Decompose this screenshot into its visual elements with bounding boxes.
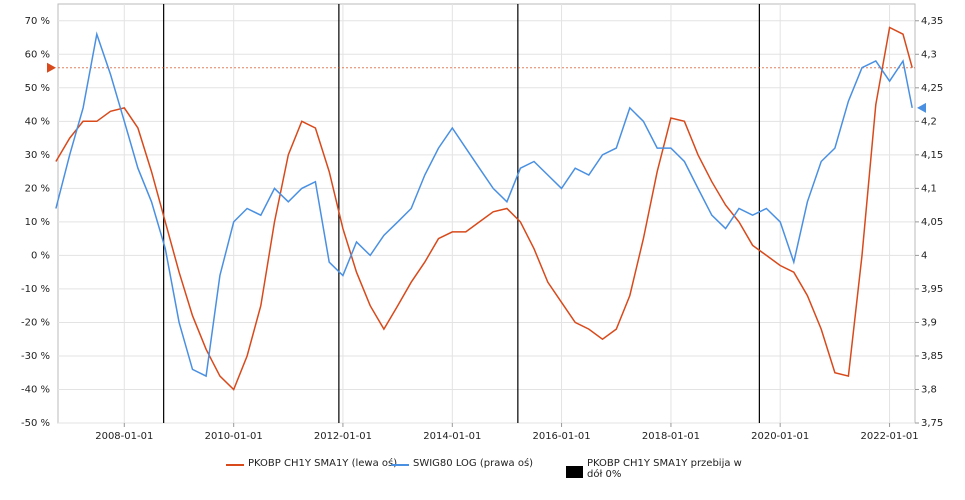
y-tick-label: 40 %: [25, 116, 50, 127]
x-tick-label: 2012-01-01: [314, 431, 372, 442]
y2-tick-label: 4: [921, 250, 927, 261]
legend-label: PKOBP CH1Y SMA1Y (lewa oś): [248, 458, 398, 469]
x-tick-label: 2008-01-01: [95, 431, 153, 442]
y-tick-label: 20 %: [25, 183, 50, 194]
chart: -50 % -40 % -30 % -20 % -10 % 0 % 10 % 20 % 30 %…: [21, 3, 943, 442]
y-tick-label: 60 %: [25, 49, 50, 60]
legend-item: PKOBP CH1Y SMA1Y (lewa oś): [226, 458, 397, 469]
x-tick-label: 2014-01-01: [423, 431, 481, 442]
legend-label: PKOBP CH1Y SMA1Y przebija w dół 0%: [587, 458, 742, 480]
y2-tick-label: 4,3: [921, 49, 937, 60]
y-tick-label: 10 %: [25, 217, 50, 228]
y-tick-label: 30 %: [25, 150, 50, 161]
last-value-marker: [917, 102, 926, 113]
legend-swatch: [226, 464, 244, 466]
x-tick-label: 2016-01-01: [532, 431, 590, 442]
series-line: [55, 31, 913, 378]
y-tick-label: 70 %: [25, 16, 50, 27]
y2-tick-label: 4,05: [921, 217, 943, 228]
series-line: [55, 26, 913, 391]
legend-swatch: [566, 466, 583, 478]
y2-tick-label: 4,15: [921, 150, 943, 161]
y-tick-label: 50 %: [25, 83, 50, 94]
legend-item: SWIG80 LOG (prawa oś): [391, 458, 533, 469]
y-tick-label: -20 %: [21, 317, 50, 328]
y2-tick-label: 3,95: [921, 284, 943, 295]
legend-item: PKOBP CH1Y SMA1Y przebija w dół 0%: [566, 458, 742, 480]
x-tick-label: 2022-01-01: [860, 431, 918, 442]
y2-tick-label: 4,1: [921, 183, 937, 194]
y2-tick-label: 4,2: [921, 116, 937, 127]
y-tick-label: -40 %: [21, 384, 50, 395]
legend-label: SWIG80 LOG (prawa oś): [413, 458, 534, 469]
y-tick-label: -10 %: [21, 284, 50, 295]
y2-tick-label: 3,75: [921, 418, 943, 429]
y-tick-label: -50 %: [21, 418, 50, 429]
x-tick-label: 2010-01-01: [205, 431, 263, 442]
x-tick-label: 2018-01-01: [642, 431, 700, 442]
x-tick-label: 2020-01-01: [751, 431, 809, 442]
y-tick-label: 0 %: [31, 250, 50, 261]
y2-tick-label: 4,35: [921, 16, 943, 27]
last-value-marker: [47, 62, 56, 73]
y-tick-label: -30 %: [21, 351, 50, 362]
y2-tick-label: 3,8: [921, 384, 937, 395]
y2-tick-label: 4,25: [921, 83, 943, 94]
y2-tick-label: 3,9: [921, 317, 937, 328]
plot-area: [57, 3, 916, 424]
y2-tick-label: 3,85: [921, 351, 943, 362]
legend-swatch: [391, 464, 409, 466]
